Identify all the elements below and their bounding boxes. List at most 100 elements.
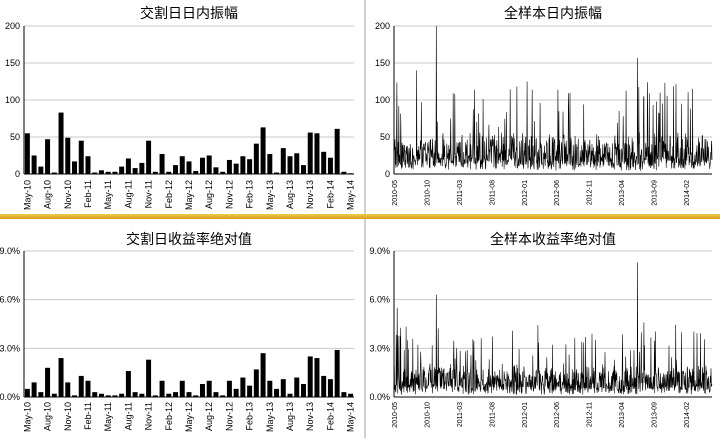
y-tick-label: 100 [375,95,390,105]
bar [206,380,212,397]
bar [31,155,37,174]
x-tick-label: 2011-08 [489,180,496,205]
bar [125,158,131,174]
bar [65,382,71,397]
x-tick-label: Feb-12 [164,180,174,209]
bar [38,166,44,174]
x-tick-label: 2012-01 [522,402,529,428]
bar [314,358,320,397]
x-tick-label: 2011-03 [457,402,464,427]
bar [294,153,300,174]
bar [193,171,199,174]
bar [274,388,280,397]
y-tick-label: 100 [5,95,20,105]
bar [287,156,293,174]
x-tick-label: 2012-06 [554,402,561,428]
bar [287,393,293,397]
x-tick-label: 2012-06 [554,180,561,206]
bar [307,356,313,397]
x-tick-label: Feb-11 [83,402,93,430]
bar [300,384,306,397]
bar [173,392,179,397]
bar [307,132,313,174]
chart-title: 全样本收益率绝对值 [490,231,616,248]
bar [247,159,253,174]
x-tick-label: 2013-09 [652,402,659,428]
x-tick-label: 2012-11 [587,402,594,427]
chart-title: 全样本日内振幅 [504,5,602,22]
bar [112,395,118,397]
bar [51,172,57,174]
y-tick-label: 3.0% [369,343,390,353]
bar [58,112,64,174]
x-tick-label: Nov-12 [224,402,234,431]
bar [186,392,192,397]
bar [166,393,172,397]
x-tick-label: Aug-13 [285,180,295,209]
y-tick-label: 6.0% [369,295,390,305]
x-tick-label: May-10 [22,180,32,210]
bar [321,375,327,397]
x-tick-label: Aug-13 [285,402,295,431]
bar [341,392,347,397]
bar [294,377,300,397]
bar [348,393,354,397]
chart-panel-daily-range-full: 全样本日内振幅 0 50 100 150 200 2010-05 2010-10 2011-03… [366,0,720,214]
series-line [393,262,713,396]
bar [119,393,125,397]
x-tick-label: 2013-09 [652,180,659,206]
x-tick-label: May-11 [103,180,113,209]
bar [186,161,192,174]
bar [193,395,199,397]
bar [146,359,152,397]
bar [78,140,84,174]
bar [226,159,232,174]
bar [24,388,30,397]
x-tick-label: 2013-04 [619,180,626,206]
y-tick-label: 150 [5,58,20,68]
x-tick-label: 2013-04 [619,402,626,428]
x-tick-label: Aug-12 [204,180,214,209]
x-tick-label: Feb-12 [164,402,174,431]
bar [152,171,158,174]
bar [267,154,273,174]
x-tick-label: May-12 [184,402,194,432]
bar [38,392,44,397]
bar [139,162,145,174]
chart-daily-range-full: 全样本日内振幅 0 50 100 150 200 2010-05 2010-10 2011-03… [375,5,713,206]
y-tick-label: 0.0% [369,392,390,402]
bar [31,382,37,397]
bar [45,367,51,397]
bar [280,148,286,174]
bar [213,392,219,397]
bar [24,133,30,174]
bar [274,172,280,174]
x-tick-label: Aug-11 [123,180,133,208]
x-tick-label: May-10 [22,402,32,432]
bar [92,392,98,397]
bar [166,171,172,174]
x-tick-label: 2010-05 [392,402,399,428]
y-tick-label: 200 [5,21,20,31]
bar [253,369,259,397]
bar [199,157,205,174]
bar [321,151,327,174]
bar [159,380,165,397]
bar [112,171,118,174]
x-tick-label: May-13 [265,402,275,432]
bar [199,384,205,397]
bar [146,140,152,174]
bar [51,393,57,397]
y-tick-label: 0 [15,169,20,179]
x-tick-label: Nov-13 [305,402,315,431]
bar [220,395,226,397]
x-tick-label: Feb-11 [83,180,93,208]
x-tick-label: Feb-14 [325,402,335,431]
x-tick-label: Nov-11 [144,180,154,208]
bar [300,165,306,174]
y-tick-label: 50 [380,132,390,142]
x-tick-label: May-11 [103,402,113,431]
x-tick-label: 2011-03 [457,180,464,205]
x-tick-label: Aug-10 [43,402,53,431]
bar [152,395,158,397]
